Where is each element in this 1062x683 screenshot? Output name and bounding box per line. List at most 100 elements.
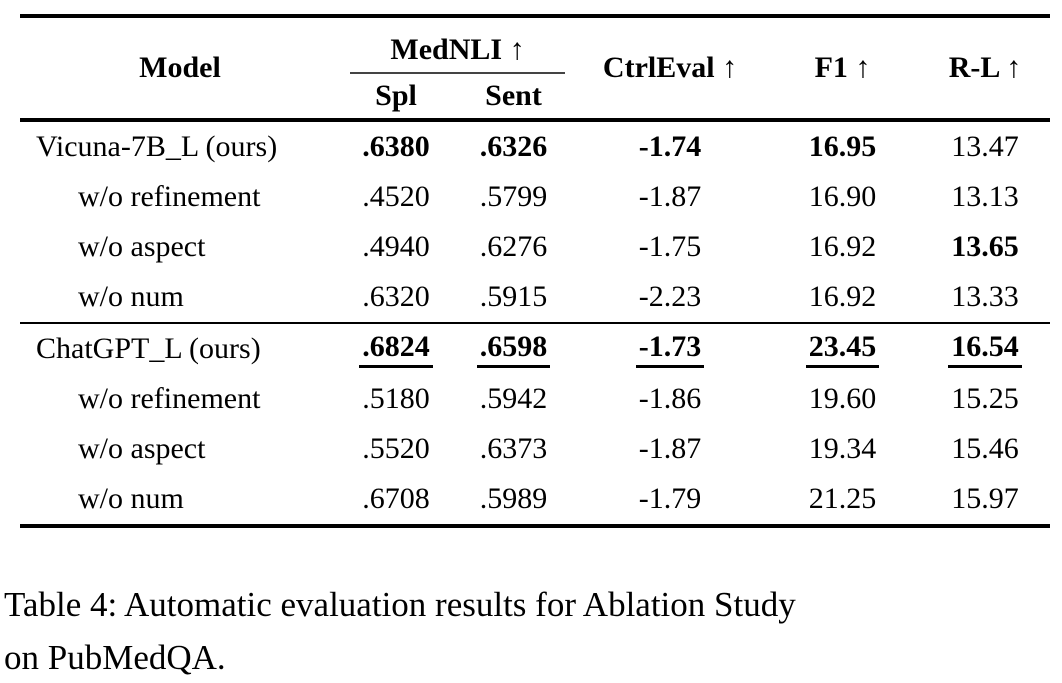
value-cell: 16.92 xyxy=(765,222,920,272)
value-cell: -1.79 xyxy=(575,474,765,526)
value-text: .6276 xyxy=(479,230,548,263)
value-cell: 19.60 xyxy=(765,374,920,424)
table-row: w/o refinement .4520 .5799 -1.87 16.90 13.13 xyxy=(20,172,1050,222)
model-name-cell: w/o num xyxy=(78,280,184,313)
column-header-f1: F1 ↑ xyxy=(765,16,920,122)
value-cell: -1.74 xyxy=(575,120,765,172)
column-header-sent: Sent xyxy=(485,79,542,112)
table-row: w/o refinement .5180 .5942 -1.86 19.60 15.25 xyxy=(20,374,1050,424)
value-text: .5915 xyxy=(479,280,548,313)
table-row: Vicuna-7B_L (ours) .6380 .6326 -1.74 16.95 13… xyxy=(20,120,1050,172)
value-text: .6708 xyxy=(362,482,430,515)
value-text: -1.75 xyxy=(638,230,702,263)
value-cell: -1.86 xyxy=(575,374,765,424)
value-text: 16.92 xyxy=(808,280,877,313)
value-text: 13.65 xyxy=(951,230,1019,263)
value-text: .5942 xyxy=(479,382,548,415)
column-header-mednli-group: MedNLI ↑ Spl Sent xyxy=(340,16,575,122)
value-text: .6598 xyxy=(476,331,551,368)
table-header: Model MedNLI ↑ Spl Sent CtrlEval ↑ F1 ↑ … xyxy=(20,16,1050,122)
model-name-cell: w/o num xyxy=(78,482,184,515)
value-cell: .5520 xyxy=(340,424,452,474)
value-cell: .5989 xyxy=(452,474,575,526)
value-cell: .6276 xyxy=(452,222,575,272)
value-cell: -2.23 xyxy=(575,272,765,323)
value-text: 13.47 xyxy=(951,130,1019,163)
column-header-rl: R-L ↑ xyxy=(920,16,1050,122)
value-cell: .4940 xyxy=(340,222,452,272)
value-cell: 23.45 xyxy=(765,322,920,374)
value-text: .6824 xyxy=(359,331,433,368)
value-text: .5180 xyxy=(362,382,430,415)
value-cell: 13.13 xyxy=(920,172,1050,222)
value-text: 19.60 xyxy=(808,382,877,415)
value-cell: 21.25 xyxy=(765,474,920,526)
value-cell: 16.92 xyxy=(765,272,920,323)
value-text: .6326 xyxy=(479,130,548,163)
value-text: .6373 xyxy=(479,432,548,465)
mednli-subheaders: Spl Sent xyxy=(340,74,575,118)
value-cell: -1.73 xyxy=(575,322,765,374)
value-cell: 13.47 xyxy=(920,120,1050,172)
value-text: .6380 xyxy=(362,130,430,163)
column-header-spl: Spl xyxy=(375,79,417,112)
model-name-cell: w/o refinement xyxy=(78,382,261,415)
value-cell: 16.95 xyxy=(765,120,920,172)
table-row: w/o aspect .5520 .6373 -1.87 19.34 15.46 xyxy=(20,424,1050,474)
value-cell: .5799 xyxy=(452,172,575,222)
value-text: 19.34 xyxy=(808,432,877,465)
value-text: 15.25 xyxy=(951,382,1019,415)
table-row: w/o aspect .4940 .6276 -1.75 16.92 13.65 xyxy=(20,222,1050,272)
value-text: .5799 xyxy=(479,180,548,213)
value-cell: 19.34 xyxy=(765,424,920,474)
value-text: -1.74 xyxy=(638,130,702,163)
value-cell: 13.65 xyxy=(920,222,1050,272)
value-text: 16.90 xyxy=(808,180,877,213)
table-row: ChatGPT_L (ours) .6824 .6598 -1.73 23.45 16.5… xyxy=(20,322,1050,374)
value-cell: .6373 xyxy=(452,424,575,474)
value-cell: -1.87 xyxy=(575,172,765,222)
value-cell: 15.97 xyxy=(920,474,1050,526)
value-text: 16.92 xyxy=(808,230,877,263)
value-text: 15.46 xyxy=(951,432,1019,465)
caption-line-1: Table 4: Automatic evaluation results fo… xyxy=(4,585,796,624)
value-cell: 16.54 xyxy=(920,322,1050,374)
table-row: w/o num .6320 .5915 -2.23 16.92 13.33 xyxy=(20,272,1050,323)
value-cell: 15.25 xyxy=(920,374,1050,424)
table-body-group-2: ChatGPT_L (ours) .6824 .6598 -1.73 23.45 16.5… xyxy=(20,322,1050,526)
value-cell: .6824 xyxy=(340,322,452,374)
table-row: w/o num .6708 .5989 -1.79 21.25 15.97 xyxy=(20,474,1050,526)
value-text: 16.54 xyxy=(948,331,1022,368)
model-name-cell: Vicuna-7B_L (ours) xyxy=(36,130,278,163)
column-header-model: Model xyxy=(20,16,340,122)
value-text: -1.87 xyxy=(638,180,702,213)
value-text: 15.97 xyxy=(951,482,1019,515)
value-cell: .5915 xyxy=(452,272,575,323)
value-text: .6320 xyxy=(362,280,430,313)
value-cell: .6326 xyxy=(452,120,575,172)
value-cell: .6708 xyxy=(340,474,452,526)
value-text: 13.13 xyxy=(951,180,1019,213)
value-cell: .6380 xyxy=(340,120,452,172)
value-text: 21.25 xyxy=(808,482,877,515)
model-name-cell: w/o refinement xyxy=(78,180,261,213)
value-cell: 13.33 xyxy=(920,272,1050,323)
value-cell: 16.90 xyxy=(765,172,920,222)
column-header-ctrleval: CtrlEval ↑ xyxy=(575,16,765,122)
model-name-cell: w/o aspect xyxy=(78,230,206,263)
value-text: -2.23 xyxy=(638,280,702,313)
value-text: -1.87 xyxy=(638,432,702,465)
value-text: .4940 xyxy=(362,230,430,263)
model-name-cell: w/o aspect xyxy=(78,432,206,465)
value-text: .4520 xyxy=(362,180,430,213)
value-text: -1.86 xyxy=(638,382,702,415)
table-body-group-1: Vicuna-7B_L (ours) .6380 .6326 -1.74 16.95 13… xyxy=(20,120,1050,323)
value-text: -1.73 xyxy=(635,331,705,368)
value-cell: .5942 xyxy=(452,374,575,424)
value-cell: -1.75 xyxy=(575,222,765,272)
value-cell: 15.46 xyxy=(920,424,1050,474)
ablation-results-table: Model MedNLI ↑ Spl Sent CtrlEval ↑ F1 ↑ … xyxy=(20,14,1050,528)
value-text: .5520 xyxy=(362,432,430,465)
value-text: 16.95 xyxy=(808,130,877,163)
